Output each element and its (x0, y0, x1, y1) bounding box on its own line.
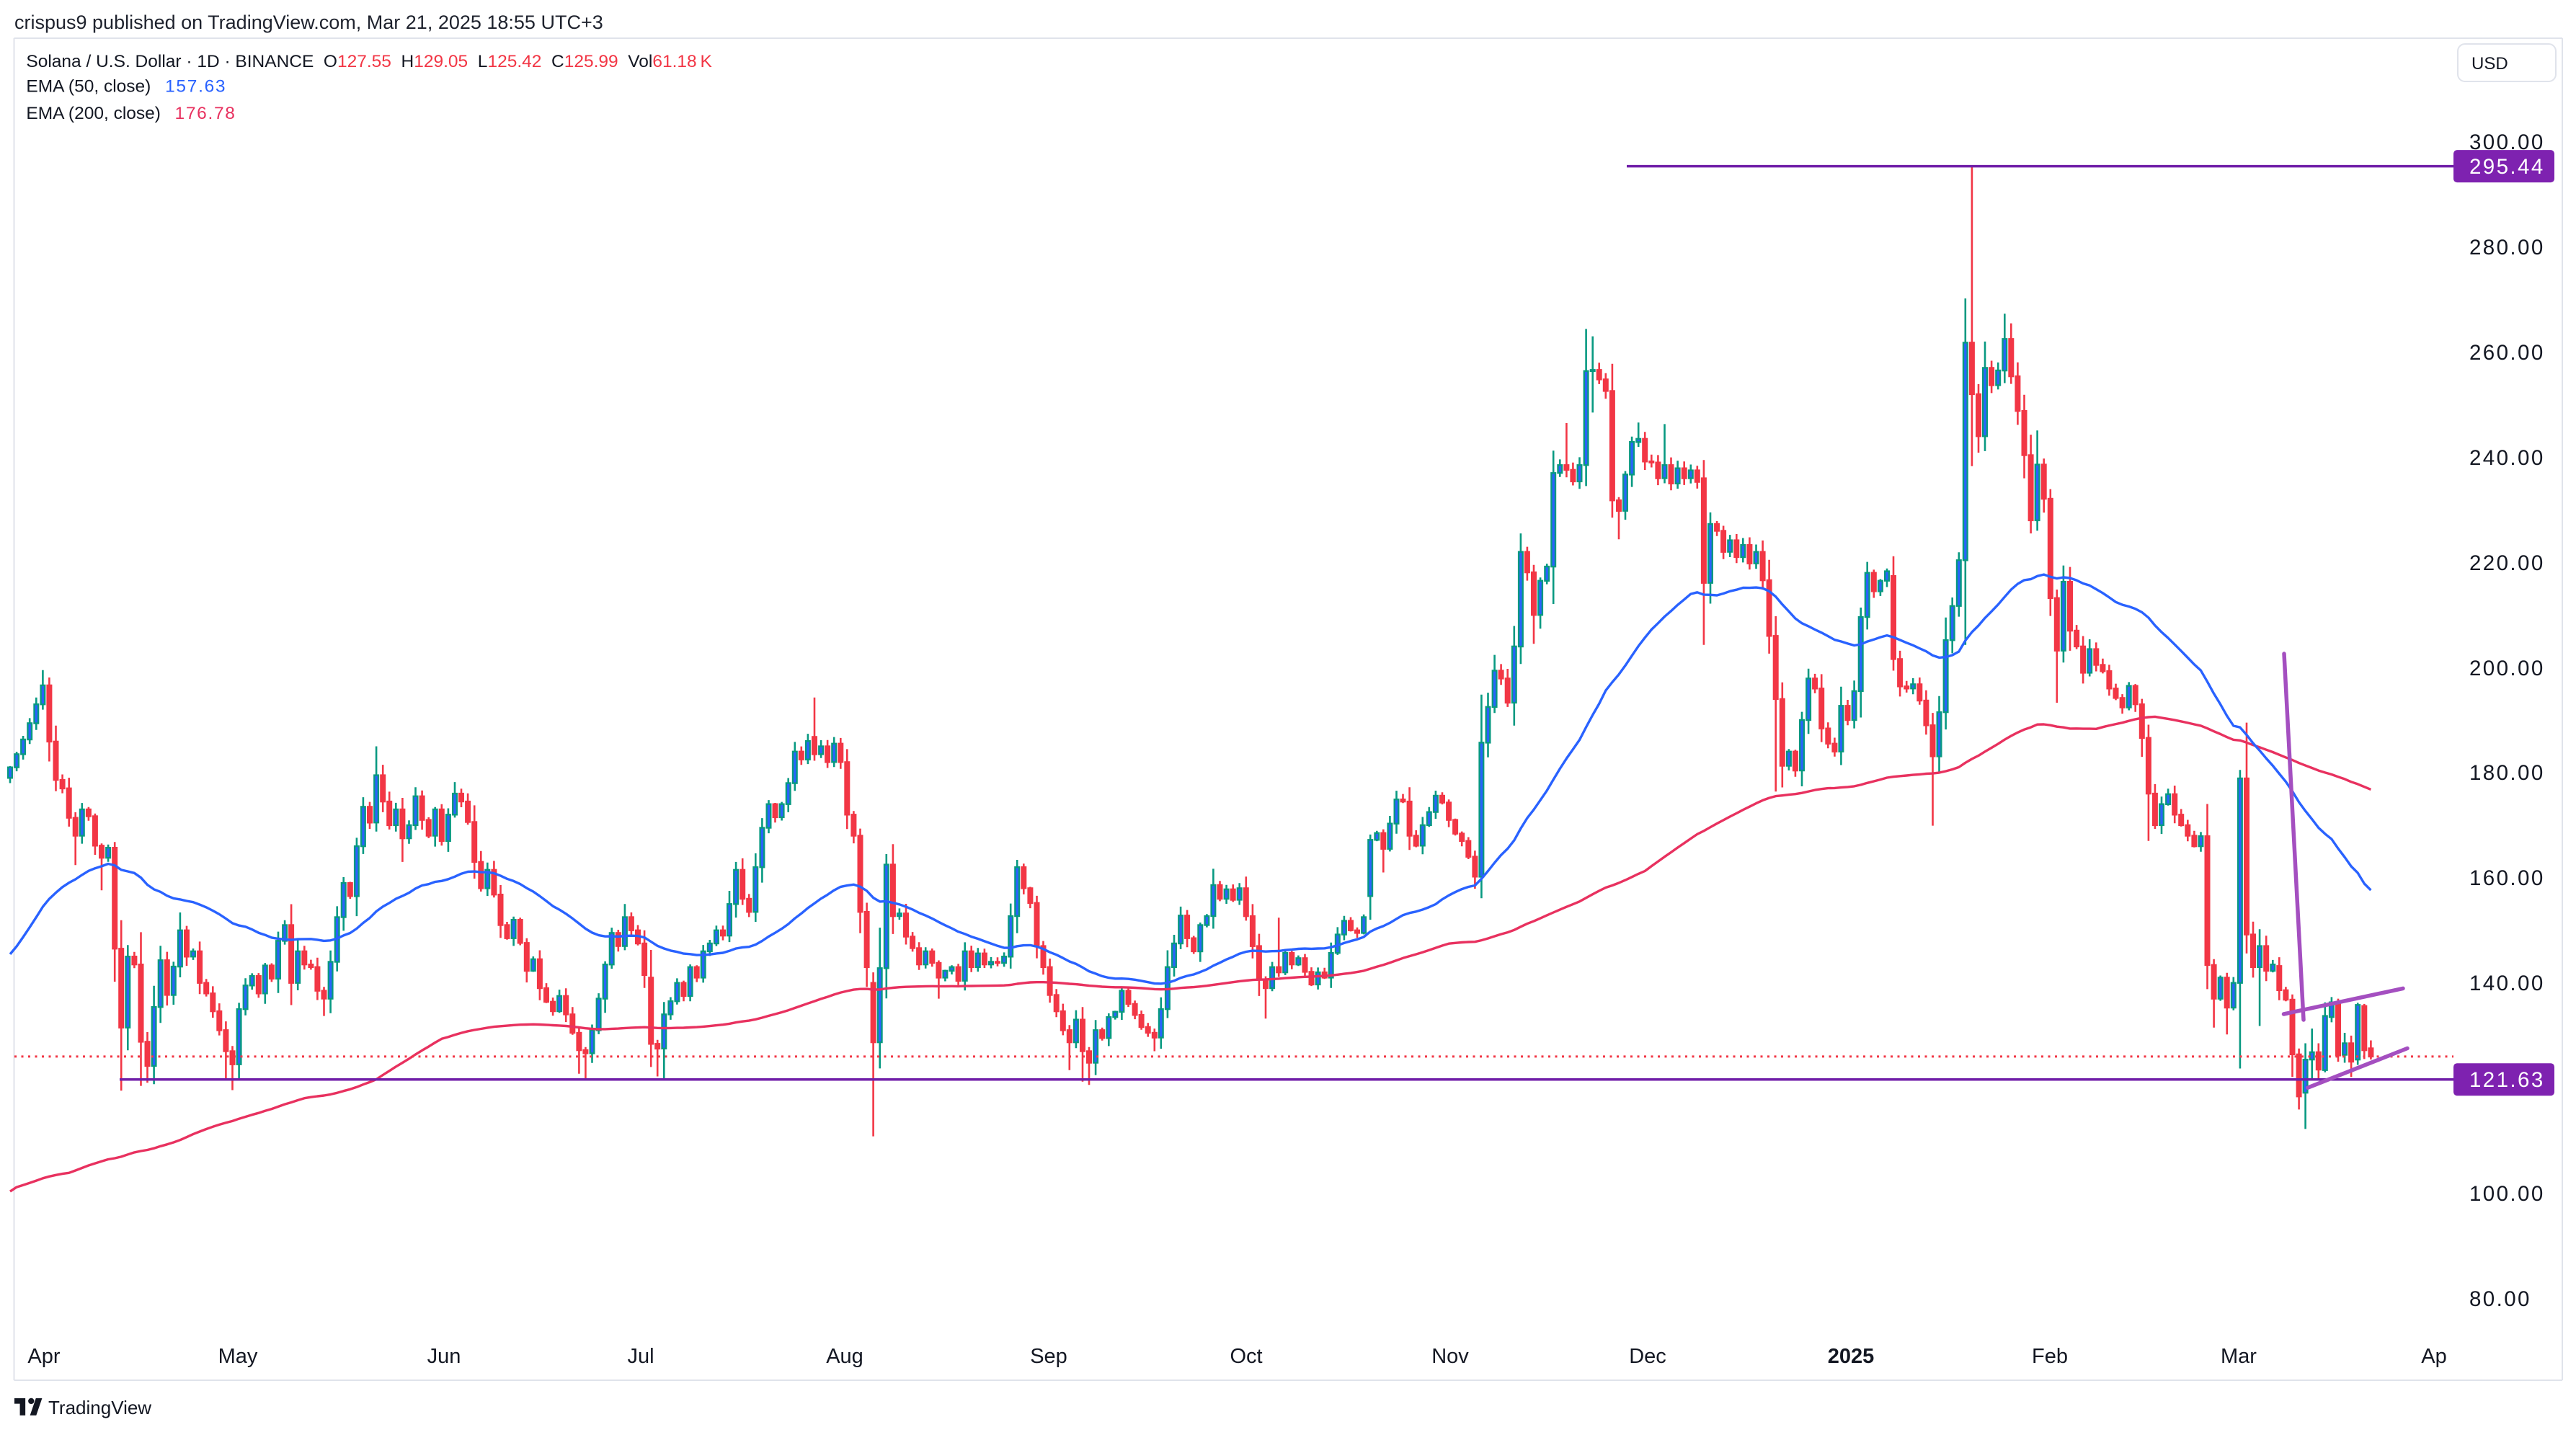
svg-text:Feb: Feb (2032, 1345, 2068, 1368)
svg-text:May: May (218, 1345, 258, 1368)
svg-text:176.78: 176.78 (175, 104, 236, 123)
svg-text:Ap: Ap (2421, 1345, 2446, 1368)
svg-text:240.00: 240.00 (2469, 446, 2545, 470)
svg-text:157.63: 157.63 (165, 77, 226, 97)
svg-text:USD: USD (2471, 54, 2508, 74)
svg-text:180.00: 180.00 (2469, 761, 2545, 785)
svg-text:2025: 2025 (1828, 1345, 1875, 1368)
svg-text:Jul: Jul (627, 1345, 654, 1368)
svg-text:Solana / U.S. Dollar · 1D · BI: Solana / U.S. Dollar · 1D · BINANCE O127… (26, 52, 712, 71)
svg-text:100.00: 100.00 (2469, 1182, 2545, 1206)
svg-text:220.00: 220.00 (2469, 551, 2545, 575)
svg-text:EMA (200, close): EMA (200, close) (26, 104, 161, 123)
svg-text:EMA (50, close): EMA (50, close) (26, 77, 151, 97)
svg-text:280.00: 280.00 (2469, 236, 2545, 259)
svg-text:121.63: 121.63 (2469, 1068, 2545, 1092)
svg-text:Dec: Dec (1629, 1345, 1666, 1368)
svg-text:140.00: 140.00 (2469, 972, 2545, 995)
svg-text:Nov: Nov (1431, 1345, 1469, 1368)
svg-text:Jun: Jun (427, 1345, 461, 1368)
svg-text:Sep: Sep (1030, 1345, 1067, 1368)
svg-text:TradingView: TradingView (48, 1397, 151, 1418)
svg-text:295.44: 295.44 (2469, 155, 2545, 179)
svg-text:crispus9 published on TradingV: crispus9 published on TradingView.com, M… (14, 12, 603, 33)
svg-text:200.00: 200.00 (2469, 657, 2545, 680)
svg-text:160.00: 160.00 (2469, 866, 2545, 890)
svg-text:Apr: Apr (27, 1345, 60, 1368)
svg-text:Aug: Aug (826, 1345, 863, 1368)
svg-text:Oct: Oct (1230, 1345, 1262, 1368)
svg-text:Mar: Mar (2221, 1345, 2257, 1368)
svg-text:260.00: 260.00 (2469, 341, 2545, 365)
svg-text:80.00: 80.00 (2469, 1287, 2531, 1311)
